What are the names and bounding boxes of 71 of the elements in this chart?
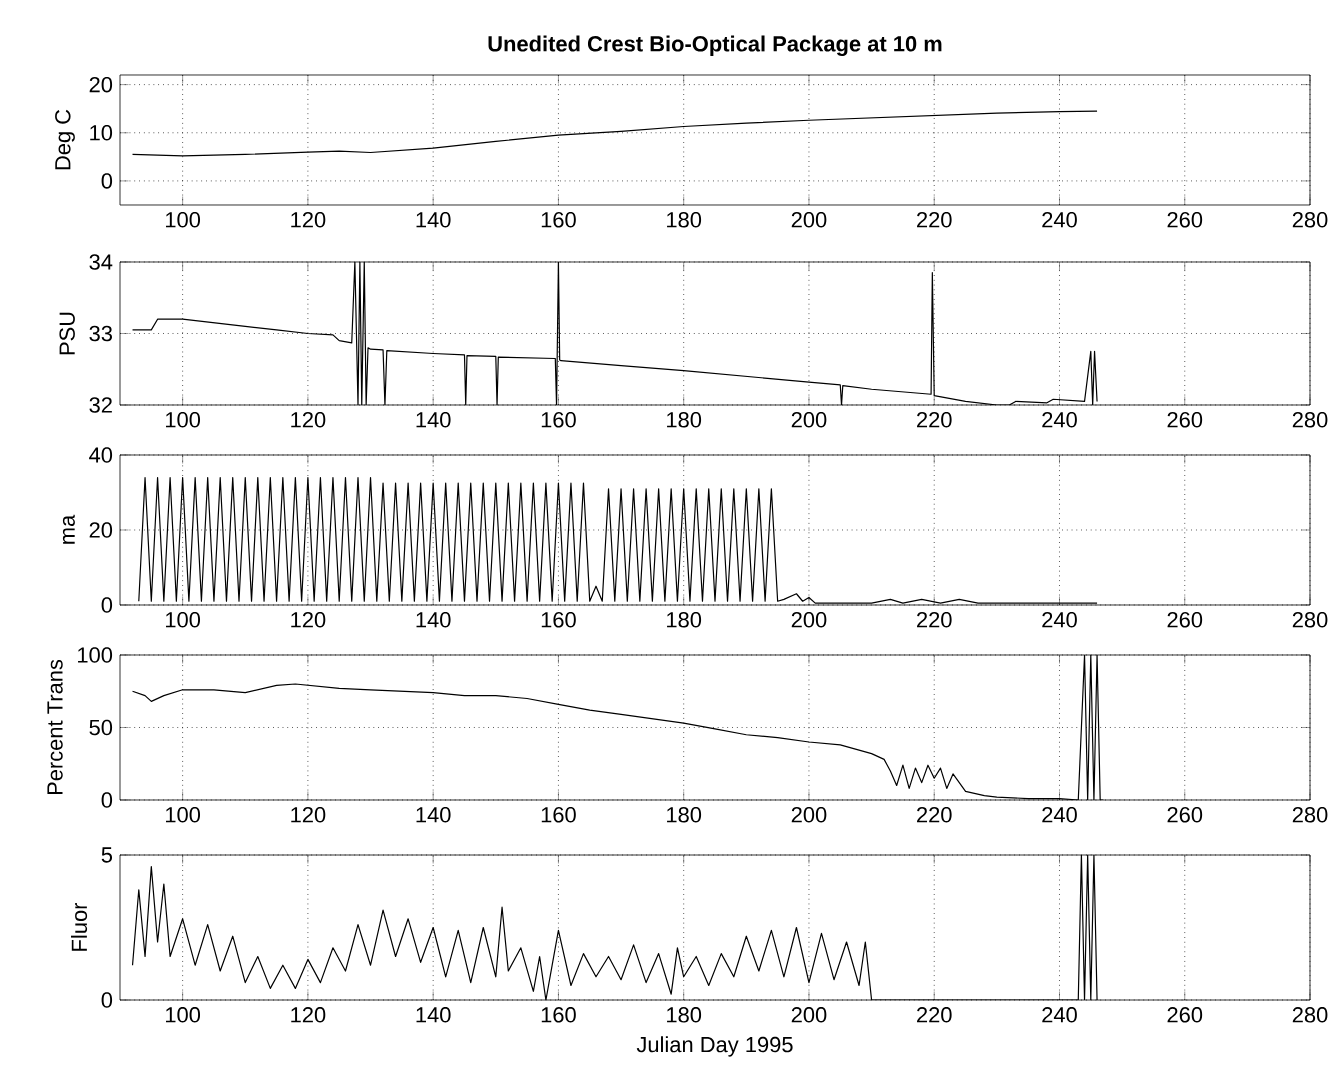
x-tick-label: 160 [541,412,576,428]
x-tick-label: 220 [917,612,952,628]
x-tick-label: 100 [166,612,201,628]
x-tick-label: 200 [791,1007,827,1023]
y-axis-title: Deg C [55,109,75,170]
x-tick-label: 200 [791,807,827,823]
x-tick-label: 160 [541,1007,576,1023]
x-tick-label: 260 [1167,612,1203,628]
x-tick-label: 220 [917,412,952,428]
x-tick-label: 140 [416,1007,451,1023]
x-tick-label: 120 [291,212,326,228]
y-tick-label: 0 [101,173,113,189]
x-tick-label: 100 [166,412,201,428]
y-axis-title: ma [62,514,75,544]
x-tick-label: 280 [1292,212,1328,228]
x-tick-label: 280 [1292,807,1328,823]
x-tick-label: 100 [166,1007,201,1023]
x-tick-label: 200 [791,612,827,628]
x-tick-label: 140 [416,807,451,823]
x-tick-label: 120 [291,807,326,823]
x-tick-label: 160 [541,807,576,823]
y-tick-label: 33 [89,325,112,342]
y-tick-label: 40 [89,447,113,463]
y-axis-title: Fluor [71,902,88,951]
y-tick-label: 0 [101,792,113,808]
x-tick-label: 160 [541,612,576,628]
x-tick-label: 240 [1042,412,1077,428]
x-tick-label: 180 [667,1007,702,1023]
x-tick-label: 100 [166,212,201,228]
chart-title: Unedited Crest Bio-Optical Package at 10 m [488,35,942,57]
y-tick-label: 5 [101,847,113,863]
y-tick-label: 20 [89,522,113,538]
x-tick-label: 120 [291,412,326,428]
y-tick-label: 34 [89,254,113,270]
x-tick-label: 180 [667,212,702,228]
y-tick-label: 100 [78,647,113,663]
x-tick-label: 100 [166,807,201,823]
x-tick-label: 280 [1292,412,1328,428]
x-tick-label: 180 [667,807,702,823]
y-axis-title: PSU [59,312,75,355]
x-axis-title: Julian Day 1995 [636,1036,793,1057]
x-tick-label: 260 [1167,412,1203,428]
y-axis-title: Percent Trans [47,659,63,795]
x-tick-label: 180 [667,612,702,628]
x-tick-label: 120 [291,1007,326,1023]
x-tick-label: 280 [1292,612,1328,628]
x-tick-label: 260 [1167,1007,1203,1023]
y-tick-label: 50 [89,719,113,736]
x-tick-label: 200 [791,412,827,428]
x-tick-label: 200 [791,212,827,228]
y-tick-label: 10 [90,125,113,141]
x-tick-label: 220 [917,1007,952,1023]
x-tick-label: 280 [1292,1007,1328,1023]
x-tick-label: 260 [1167,212,1203,228]
x-tick-label: 240 [1042,1007,1077,1023]
x-tick-label: 240 [1042,612,1077,628]
x-tick-label: 140 [416,412,451,428]
x-tick-label: 240 [1042,807,1077,823]
x-tick-label: 160 [541,212,576,228]
x-tick-label: 260 [1167,807,1203,823]
x-tick-label: 140 [416,212,451,228]
x-tick-label: 140 [416,612,451,628]
y-tick-label: 0 [101,597,113,613]
x-tick-label: 220 [917,212,952,228]
y-tick-label: 20 [89,76,113,93]
x-tick-label: 220 [917,807,952,823]
x-tick-label: 240 [1042,212,1077,228]
y-tick-label: 32 [89,397,112,413]
y-tick-label: 0 [101,992,113,1008]
x-tick-label: 120 [291,612,326,628]
x-tick-label: 180 [667,412,702,428]
